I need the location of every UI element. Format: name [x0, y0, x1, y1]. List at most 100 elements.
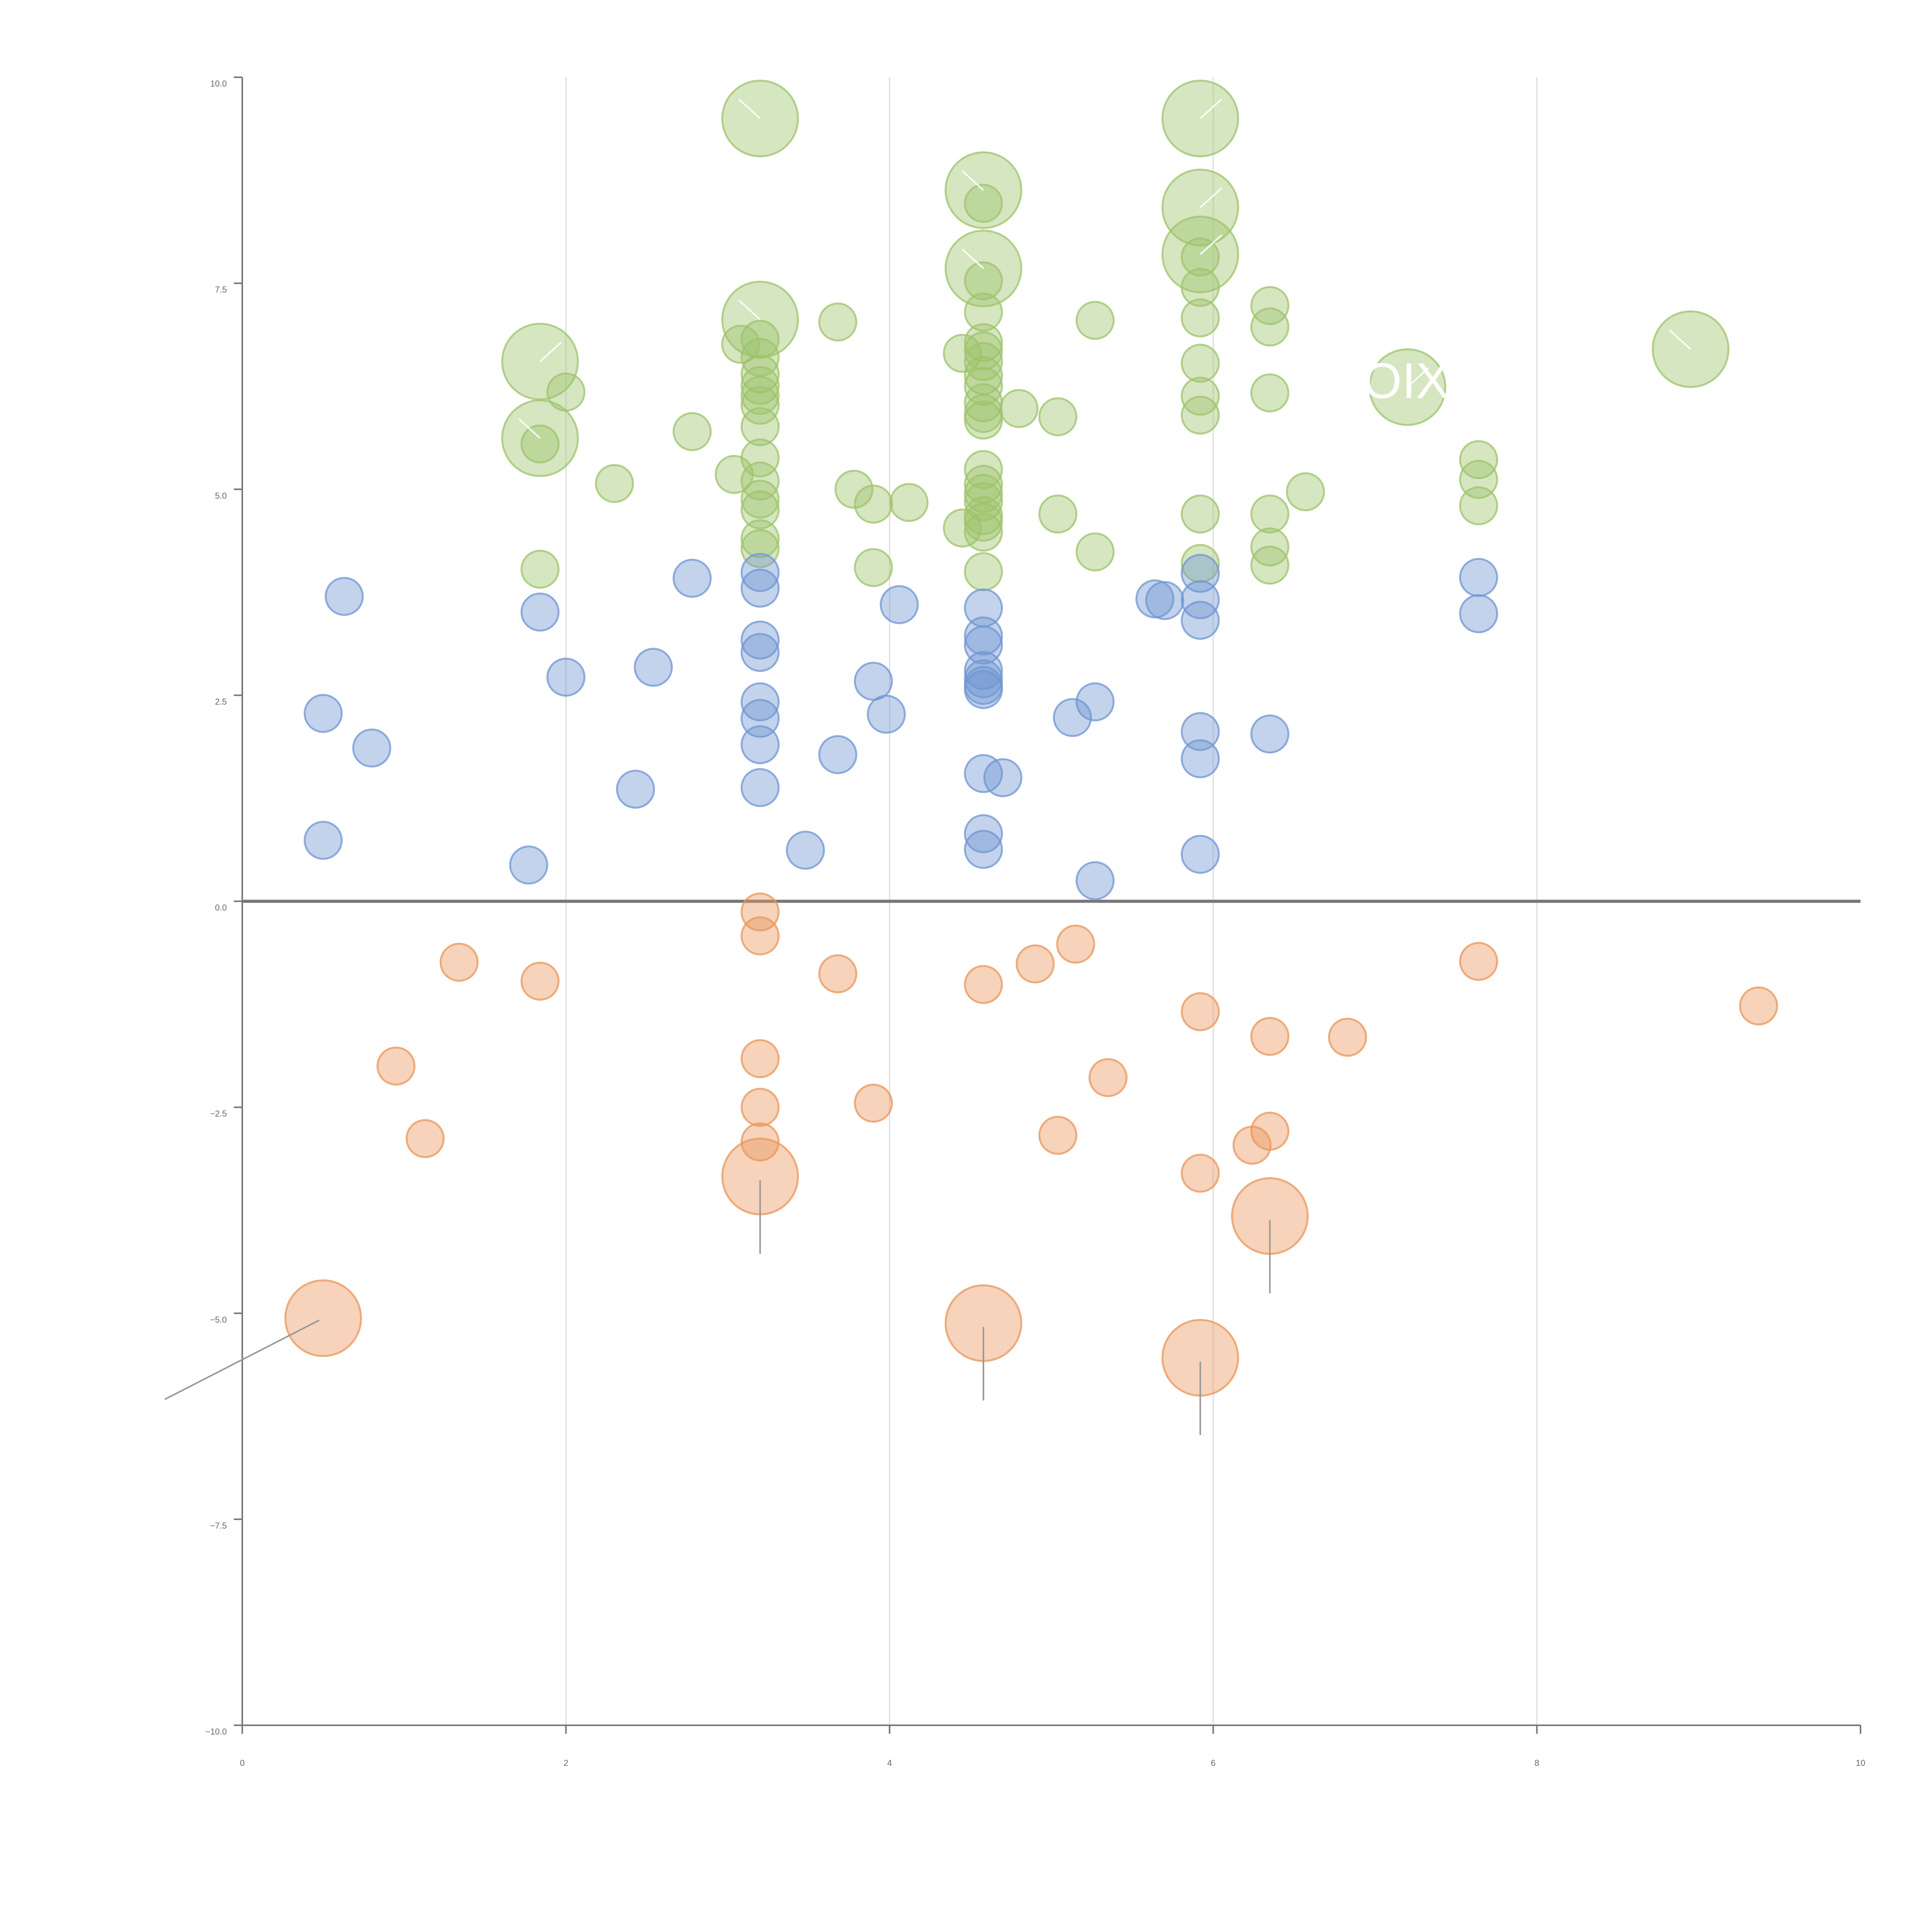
bubble-point [964, 814, 1003, 854]
bubble-point [1075, 861, 1115, 900]
bubble-point [740, 568, 780, 608]
bubble-point [303, 694, 343, 733]
bubble-inner-leader [961, 170, 984, 191]
bubble-point [1075, 301, 1115, 340]
bubble-point [964, 670, 1003, 709]
bubble-point [740, 916, 780, 956]
bubble-point [1180, 237, 1220, 277]
bubble-point [818, 302, 857, 342]
bubble-point [1180, 580, 1220, 619]
bubble-point [1250, 1017, 1289, 1056]
bubble-point [634, 648, 673, 687]
bubble-point [1145, 581, 1184, 620]
axes: 0 2 4 6 8 10 −10.0 −7.5 −5.0 −2.5 0.0 2.5 5.0 7.5 10.0 [205, 77, 1865, 1768]
y-tick-label: −7.5 [210, 1521, 227, 1531]
bubble-point [740, 1039, 780, 1078]
bubble-point [964, 474, 1003, 513]
bubble-point [740, 633, 780, 672]
bubble-point [1250, 307, 1289, 347]
bubble-point [672, 559, 712, 598]
y-tick-label: 5.0 [215, 491, 227, 500]
bubble-point [964, 293, 1003, 332]
bubble-point [879, 585, 919, 624]
bubble-point [1180, 494, 1220, 534]
bubble-point [740, 386, 780, 425]
bubble-point [325, 577, 364, 616]
bubble-point [1250, 545, 1289, 585]
bubble-point [721, 325, 760, 364]
bubble-point [1328, 1017, 1367, 1057]
bubble-point [1286, 472, 1325, 512]
bubble-point [964, 184, 1003, 223]
bubble-point [964, 261, 1003, 301]
bubble-inner-leader [961, 248, 984, 269]
bubble-point [714, 455, 754, 494]
bubble-point [740, 1122, 780, 1162]
bubble-point [740, 407, 780, 446]
bubble-point [672, 412, 712, 451]
bubble-point [854, 485, 893, 524]
bubble-point [352, 728, 391, 768]
bubble-inner-leader [1199, 99, 1222, 119]
bubble-point [1075, 532, 1115, 571]
bubble-point [1180, 395, 1220, 435]
x-tick-label: 4 [887, 1758, 892, 1768]
bubble-inner-leader [1407, 367, 1429, 388]
bubble-point [1250, 714, 1289, 754]
annotation-label: POOIX [1290, 352, 1449, 409]
bubble-point [1459, 942, 1498, 981]
bubble-point [740, 354, 780, 394]
y-tick-label: 10.0 [210, 79, 227, 88]
x-tick-label: 0 [240, 1758, 245, 1768]
bubble-point [964, 552, 1003, 591]
bubble-point [1180, 268, 1220, 307]
bubble-point [964, 616, 1003, 656]
bubble-point [520, 592, 560, 632]
bubble-point [376, 1046, 416, 1086]
bubble-point [1739, 986, 1778, 1026]
bubble-point [964, 512, 1003, 552]
x-tick-label: 8 [1534, 1758, 1539, 1768]
bubble-point [1250, 373, 1289, 413]
bubble-inner-leader [1668, 329, 1691, 350]
bubble-point [740, 553, 780, 592]
bubble-point [1180, 600, 1220, 640]
bubble-point [740, 519, 780, 558]
bubble-point [818, 735, 857, 774]
bubble-point [721, 80, 799, 158]
bubble-inner-leader [539, 342, 562, 362]
bubble-point [867, 694, 906, 734]
bubble-point [943, 333, 982, 373]
bubble-point [740, 490, 780, 530]
bubble-point [520, 549, 560, 589]
bubble-point [1180, 992, 1220, 1031]
bubble-point [740, 376, 780, 415]
bubble-point [616, 769, 655, 809]
bubble-point [1038, 494, 1078, 534]
bubble-point [964, 367, 1003, 406]
x-tick-label: 2 [563, 1758, 568, 1768]
bubble-point [284, 1279, 362, 1357]
bubble-point [1015, 944, 1055, 984]
bubble-point [786, 830, 825, 870]
annotations: POOIX [1290, 352, 1449, 409]
bubble-point [740, 725, 780, 764]
bubble-point [439, 942, 479, 982]
bubble-point [740, 682, 780, 721]
bubble-point [405, 1119, 445, 1158]
bubble-point [740, 529, 780, 568]
bubble-point [854, 548, 893, 587]
bubble-point [1180, 835, 1220, 874]
y-tick-label: 7.5 [215, 285, 227, 294]
bubble-point [1053, 698, 1092, 737]
bubble-point [1459, 558, 1498, 597]
bubble-point [1232, 1126, 1272, 1165]
bubble-point [740, 366, 780, 405]
bubble-point [1180, 298, 1220, 338]
bubble-point [1056, 924, 1095, 964]
bubble-point [834, 469, 874, 509]
bubble-point [740, 620, 780, 660]
bubble-point [546, 657, 586, 697]
bubble-point [1250, 286, 1289, 325]
